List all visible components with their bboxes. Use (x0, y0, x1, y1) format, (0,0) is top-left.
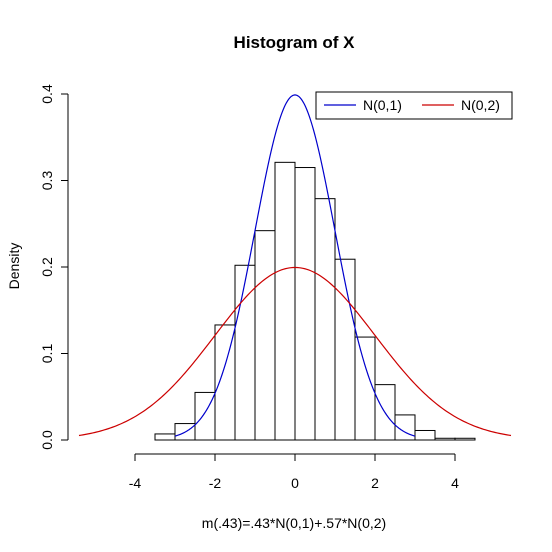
legend-label-n02: N(0,2) (461, 97, 500, 113)
x-tick-label: 0 (291, 475, 299, 491)
y-axis-label: Density (6, 243, 22, 290)
x-axis: -4 -2 0 2 4 (129, 453, 459, 491)
x-tick-label: 4 (451, 475, 459, 491)
x-axis-label: m(.43)=.43*N(0,1)+.57*N(0,2) (202, 515, 386, 531)
y-tick-label: 0.3 (39, 171, 55, 191)
histogram-bar (274, 161, 296, 441)
histogram-bars (154, 161, 476, 441)
legend: N(0,1) N(0,2) (315, 91, 513, 120)
y-tick-label: 0.4 (39, 84, 55, 104)
x-tick-label: 2 (371, 475, 379, 491)
histogram-bar (314, 198, 336, 441)
legend-label-n01: N(0,1) (363, 97, 402, 113)
curve-n02 (78, 266, 512, 437)
histogram-bar (354, 336, 376, 441)
histogram-bar (294, 167, 316, 441)
curve-n01 (174, 94, 416, 437)
x-tick-label: -2 (209, 475, 222, 491)
y-tick-label: 0.1 (39, 344, 55, 364)
histogram-bar (434, 437, 456, 441)
y-tick-label: 0.0 (39, 430, 55, 450)
density-curves (78, 94, 512, 437)
histogram-bar (154, 433, 176, 441)
x-tick-label: -4 (129, 475, 142, 491)
histogram-bar (454, 437, 476, 441)
y-tick-label: 0.2 (39, 257, 55, 277)
histogram-bar (414, 429, 436, 441)
y-axis: 0.0 0.1 0.2 0.3 0.4 (39, 84, 69, 450)
histogram-bar (334, 258, 356, 441)
histogram-bar (254, 230, 276, 441)
chart-title: Histogram of X (234, 33, 356, 52)
histogram-bar (394, 414, 416, 441)
